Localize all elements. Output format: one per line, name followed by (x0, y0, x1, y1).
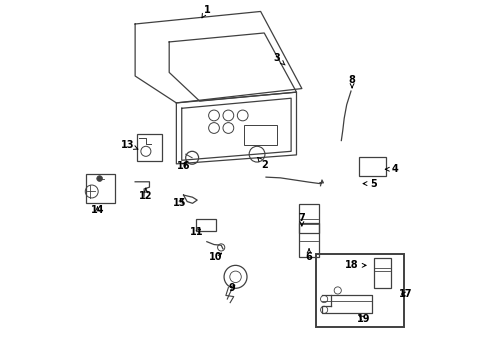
Bar (299, 223, 319, 257)
Bar (373, 258, 390, 288)
Bar (86, 174, 115, 203)
Text: 17: 17 (398, 289, 412, 299)
Text: 15: 15 (173, 198, 186, 208)
Bar (244, 125, 276, 145)
Text: 8: 8 (348, 75, 355, 88)
Text: 19: 19 (356, 314, 369, 324)
Circle shape (97, 176, 102, 181)
Bar (316, 253, 403, 327)
Text: 12: 12 (139, 188, 152, 201)
Text: 18: 18 (345, 260, 366, 270)
Text: 16: 16 (177, 161, 190, 171)
Text: 11: 11 (190, 227, 203, 237)
Text: 4: 4 (385, 164, 398, 174)
Text: 13: 13 (121, 140, 138, 150)
Text: 10: 10 (209, 252, 222, 262)
Bar (359, 157, 386, 176)
Text: 7: 7 (298, 213, 305, 226)
Text: 6: 6 (305, 249, 312, 262)
Bar (299, 204, 319, 233)
Bar (137, 134, 162, 161)
Text: 1: 1 (202, 5, 210, 18)
Text: 9: 9 (228, 283, 235, 293)
Text: 5: 5 (363, 179, 376, 189)
Text: 2: 2 (257, 157, 267, 170)
Text: 14: 14 (91, 206, 104, 216)
Text: 3: 3 (273, 53, 285, 65)
Bar (196, 220, 215, 231)
